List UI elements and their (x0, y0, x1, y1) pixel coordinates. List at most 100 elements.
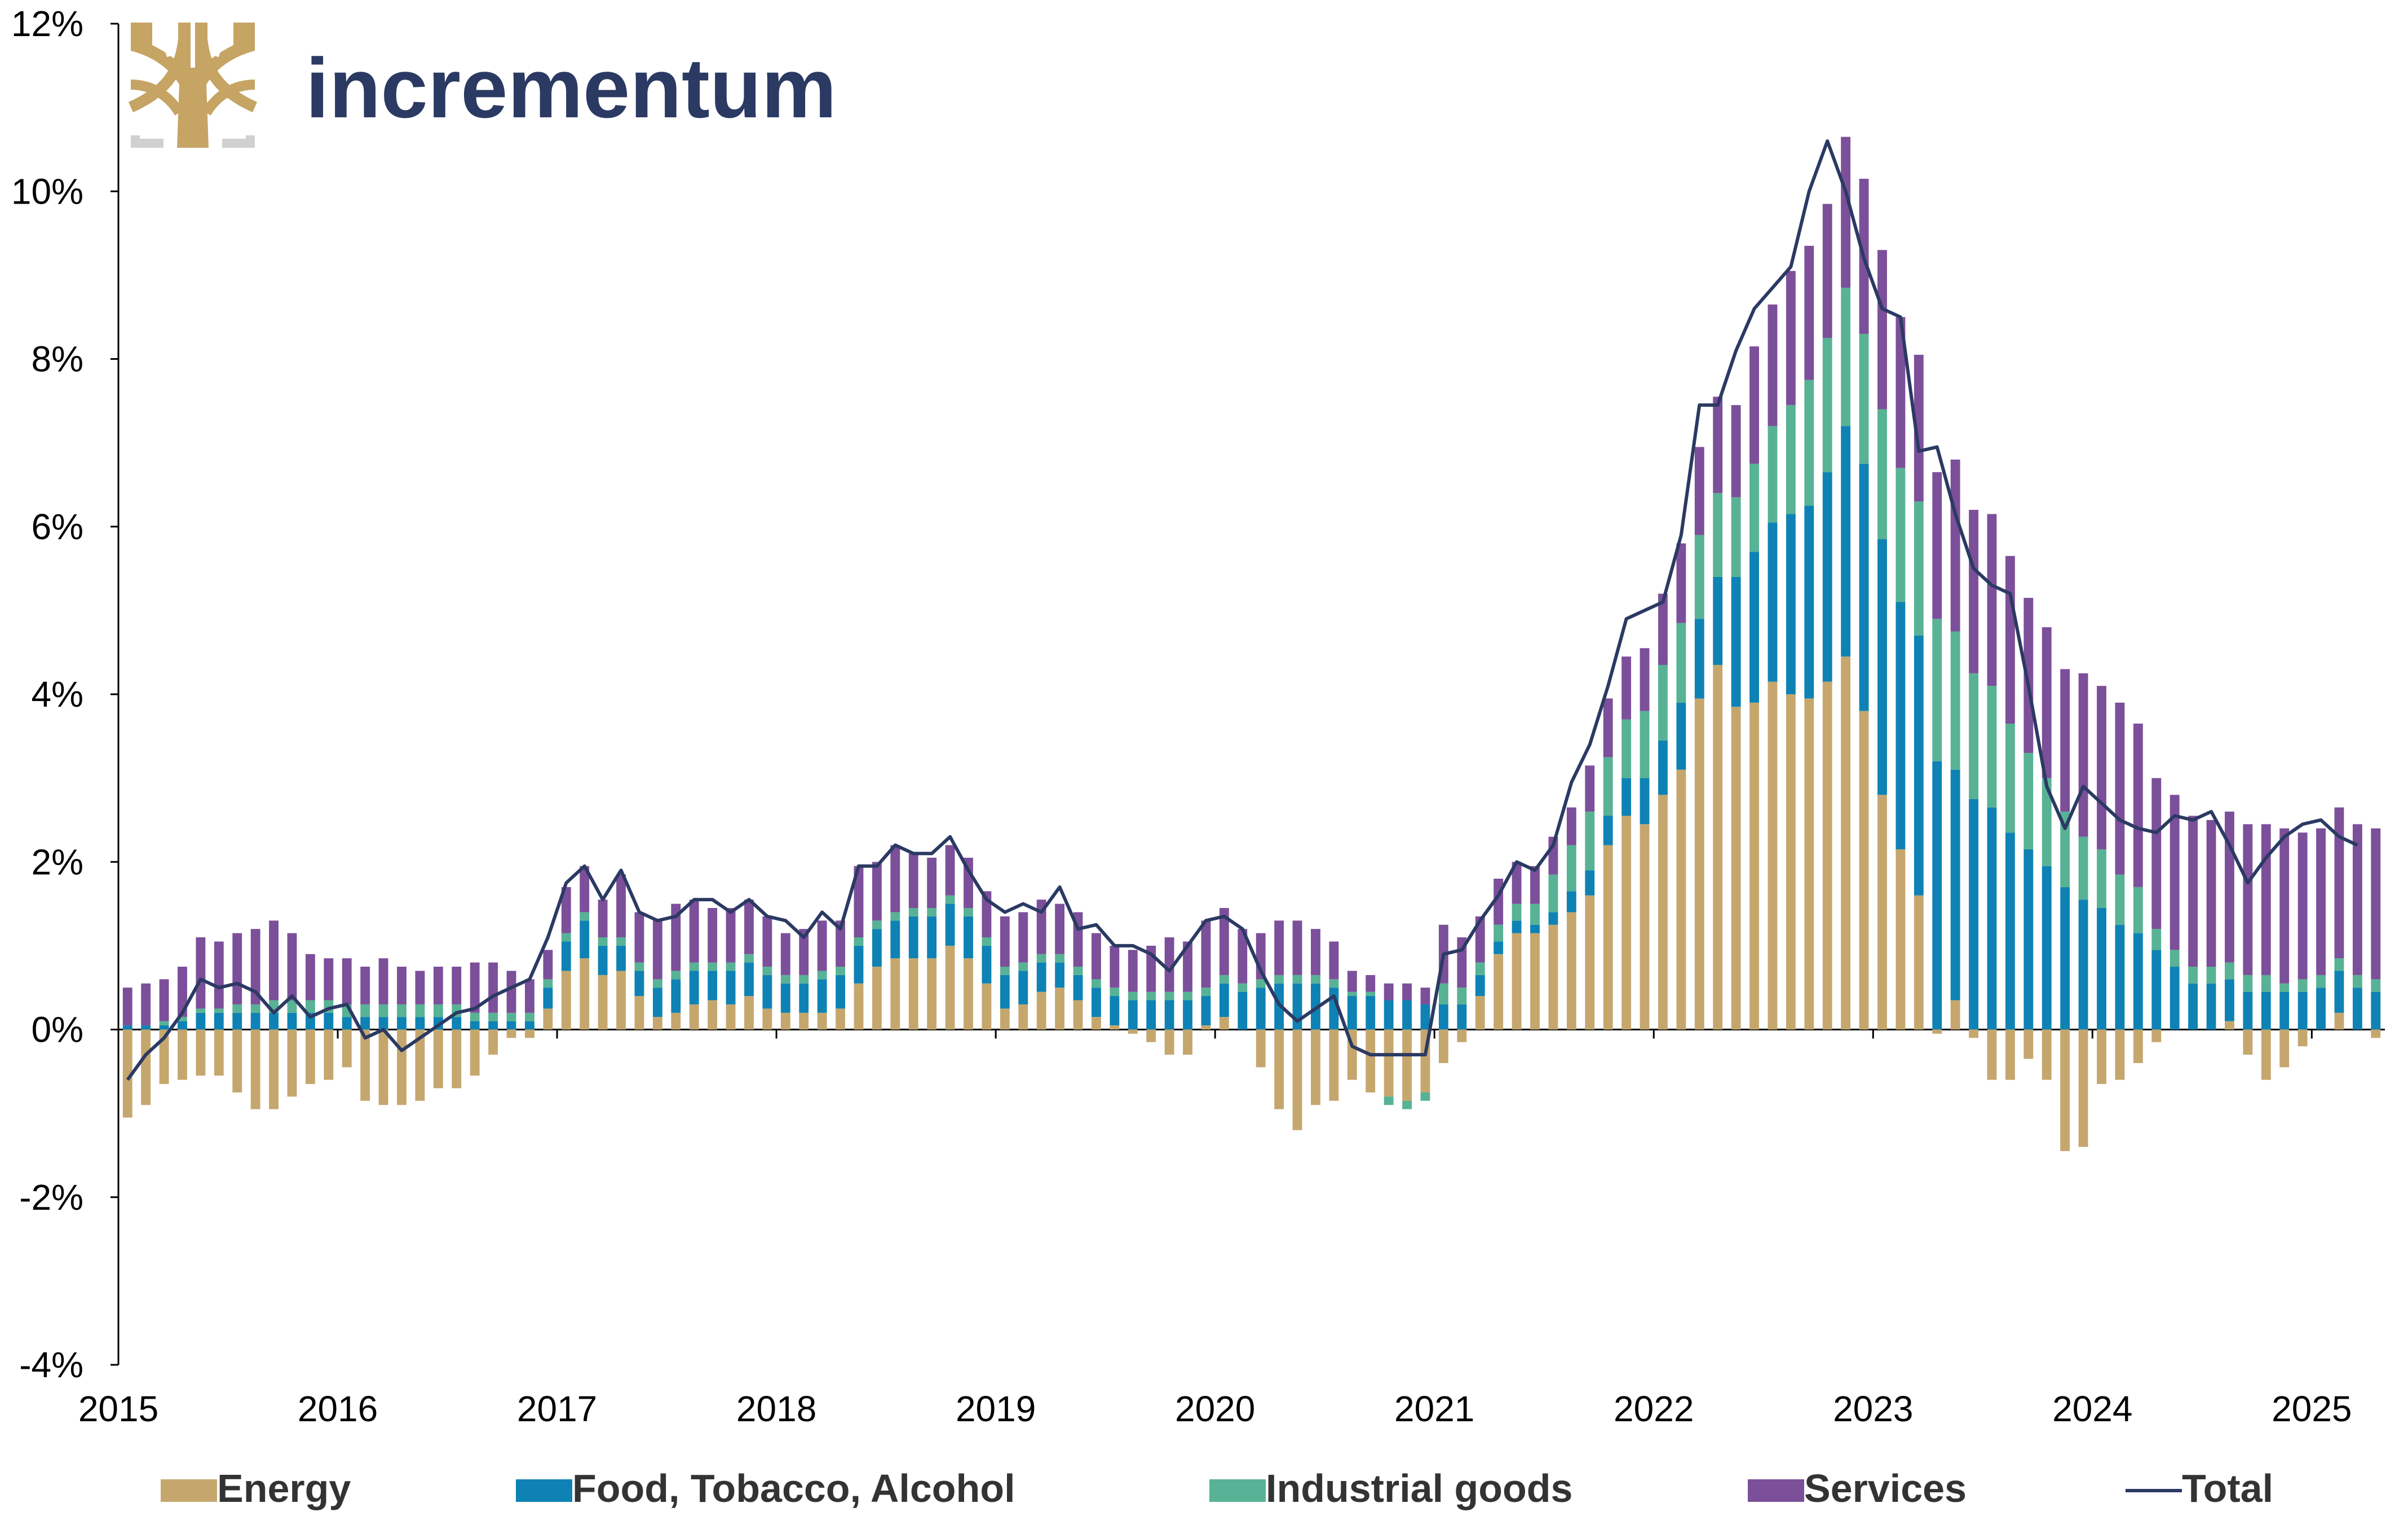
bar-segment (1768, 522, 1778, 682)
bar-segment (854, 945, 864, 984)
bar-segment (598, 900, 608, 938)
bar-segment (1073, 1000, 1083, 1030)
bar-segment (287, 1012, 297, 1030)
bar-segment (1110, 988, 1120, 997)
bar-segment (726, 971, 736, 1004)
bar-segment (1859, 711, 1869, 1030)
bar-segment (470, 1029, 480, 1076)
bar-segment (1438, 1004, 1448, 1030)
bar-segment (1621, 719, 1632, 778)
bar-segment (1219, 1017, 1229, 1030)
bar-segment (1530, 924, 1540, 933)
bar-segment (1896, 317, 1906, 468)
bar-segment (397, 1029, 407, 1105)
bar-segment (1585, 870, 1595, 896)
bar-segment (2261, 1029, 2271, 1080)
brand-name: incrementum (306, 41, 837, 135)
bar-segment (1347, 971, 1357, 992)
bar-segment (2334, 1012, 2344, 1030)
bar-segment (927, 958, 937, 1030)
bar-segment (1969, 673, 1978, 799)
bar-segment (250, 1012, 260, 1030)
bar-segment (1914, 635, 1924, 896)
bar-segment (2352, 975, 2362, 988)
bar-segment (1274, 920, 1284, 975)
bar-segment (1768, 681, 1778, 1030)
bar-segment (196, 1029, 206, 1076)
bar-segment (2225, 1021, 2234, 1030)
legend-label: Food, Tobacco, Alcohol (572, 1466, 1015, 1510)
bar-segment (780, 1012, 790, 1030)
bar-segment (2097, 849, 2106, 908)
bar-segment (1658, 740, 1668, 795)
bar-segment (2188, 967, 2198, 984)
bar-segment (488, 962, 498, 1013)
bar-segment (1530, 933, 1540, 1030)
bar-segment (580, 920, 590, 959)
bar-segment (1877, 539, 1887, 795)
bar-segment (506, 1021, 516, 1030)
bar-segment (360, 967, 370, 1004)
bar-segment (1311, 929, 1320, 975)
bar-segment (1329, 1029, 1339, 1101)
bar-segment (2005, 832, 2015, 1030)
bar-segment (1238, 983, 1248, 992)
bar-segment (708, 962, 718, 971)
bar-segment (652, 1017, 662, 1030)
bar-segment (2279, 828, 2290, 984)
x-tick-label: 2017 (517, 1389, 597, 1429)
bar-segment (689, 962, 699, 971)
bar-segment (799, 929, 809, 975)
bar-segment (543, 950, 553, 980)
bar-segment (1110, 945, 1120, 988)
bar-segment (1256, 979, 1266, 988)
bar-segment (543, 979, 553, 988)
bar-segment (872, 920, 882, 929)
bar-segment (1128, 1029, 1138, 1034)
bar-segment (1603, 757, 1613, 816)
bar-segment (1274, 1029, 1284, 1109)
y-tick-label: 0% (32, 1010, 84, 1050)
bar-segment (2005, 1029, 2015, 1080)
bar-segment (2151, 1029, 2162, 1042)
bar-segment (817, 979, 827, 1013)
legend-item: Total (2126, 1466, 2273, 1510)
bar-segment (525, 1029, 534, 1038)
bar-segment (1164, 937, 1174, 992)
bar-segment (927, 916, 937, 959)
bar-segment (1384, 1096, 1394, 1105)
bar-segment (927, 907, 937, 916)
bar-segment (214, 941, 224, 1009)
bar-segment (232, 1012, 242, 1030)
bar-segment (964, 958, 973, 1030)
bar-segment (1475, 962, 1485, 975)
bar-segment (671, 1012, 681, 1030)
bar-segment (269, 920, 279, 1000)
bar-segment (634, 996, 644, 1030)
bar-segment (2206, 983, 2216, 1030)
bar-segment (452, 967, 462, 1004)
bar-segment (1987, 807, 1997, 1030)
bar-segment (342, 1029, 352, 1068)
bar-segment (1329, 941, 1339, 980)
legend-swatch (1748, 1479, 1804, 1502)
bar-segment (1238, 991, 1248, 1030)
bar-segment (1164, 1000, 1174, 1030)
bar-segment (470, 962, 480, 1013)
bar-segment (196, 937, 206, 1009)
bar-segment (196, 1008, 206, 1013)
bar-segment (141, 983, 151, 1026)
bar-segment (2297, 991, 2308, 1030)
bar-segment (634, 962, 644, 971)
bar-segment (250, 1029, 260, 1109)
total-line-series (126, 139, 2358, 1081)
bar-segment (1018, 912, 1028, 963)
bar-segment (2005, 724, 2015, 833)
bar-segment (250, 1004, 260, 1013)
bar-segment (1201, 996, 1211, 1026)
bar-segment (836, 920, 845, 967)
bar-segment (2225, 962, 2234, 980)
bar-segment (1183, 941, 1192, 992)
bar-segment (1932, 761, 1942, 1030)
bar-segment (1018, 971, 1028, 1004)
